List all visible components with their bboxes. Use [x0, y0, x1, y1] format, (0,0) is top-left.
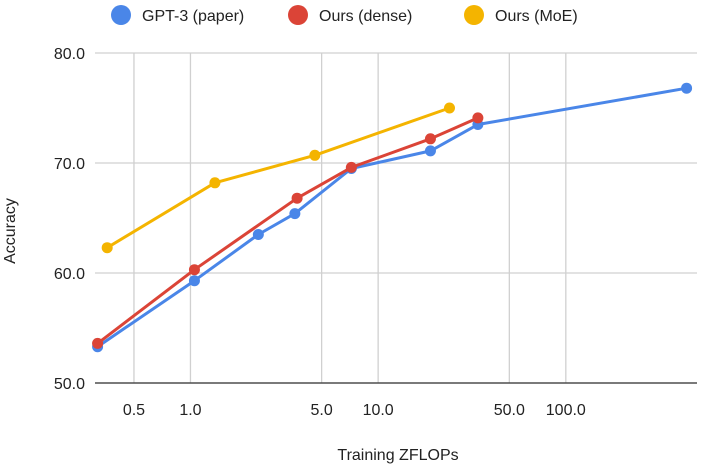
series-1 — [92, 112, 484, 349]
data-point-1-4 — [424, 133, 436, 145]
legend-label-1: Ours (dense) — [319, 8, 412, 25]
series-line-0 — [96, 86, 689, 349]
y-tick-label-2: 70.0 — [54, 156, 85, 173]
data-point-1-5 — [472, 112, 484, 124]
legend-label-2: Ours (MoE) — [495, 8, 578, 25]
data-point-0-2 — [252, 229, 264, 240]
data-point-0-5 — [424, 145, 436, 157]
legend-swatch-1 — [288, 5, 308, 25]
x-axis-ticks: 0.5 1.0 5.0 10.0 50.0 100.0 — [123, 402, 586, 419]
series-layer — [92, 82, 693, 353]
data-point-2-2 — [309, 149, 321, 161]
series-line-2 — [105, 106, 451, 250]
x-tick-label-5: 100.0 — [546, 402, 586, 419]
data-point-1-0 — [92, 337, 104, 349]
y-tick-label-3: 80.0 — [54, 46, 85, 63]
x-tick-label-1: 1.0 — [179, 402, 201, 419]
legend-swatch-2 — [464, 5, 484, 25]
series-2 — [101, 102, 455, 254]
legend-item-2: Ours (MoE) — [464, 5, 578, 25]
legend-label-0: GPT-3 (paper) — [142, 8, 244, 25]
data-point-2-1 — [209, 177, 221, 189]
data-point-1-2 — [291, 192, 303, 204]
y-axis-ticks: 50.0 60.0 70.0 80.0 — [54, 46, 85, 393]
x-tick-label-2: 5.0 — [311, 402, 333, 419]
series-line-1 — [96, 116, 480, 345]
data-point-2-3 — [443, 102, 455, 114]
legend: GPT-3 (paper) Ours (dense) Ours (MoE) — [111, 5, 578, 25]
y-axis-title: Accuracy — [2, 198, 19, 264]
x-tick-label-4: 50.0 — [494, 402, 525, 419]
y-tick-label-0: 50.0 — [54, 376, 85, 393]
data-point-0-3 — [289, 208, 301, 220]
x-axis-title: Training ZFLOPs — [337, 447, 458, 464]
data-point-1-1 — [188, 264, 200, 276]
legend-item-1: Ours (dense) — [288, 5, 412, 25]
legend-swatch-0 — [111, 5, 131, 25]
x-tick-label-3: 10.0 — [363, 402, 394, 419]
series-0 — [92, 82, 693, 353]
x-tick-label-0: 0.5 — [123, 402, 145, 419]
data-point-0-1 — [188, 275, 200, 287]
y-tick-label-1: 60.0 — [54, 266, 85, 283]
data-point-0-7 — [681, 82, 693, 94]
data-point-2-0 — [101, 242, 113, 254]
data-point-1-3 — [345, 161, 357, 173]
legend-item-0: GPT-3 (paper) — [111, 5, 244, 25]
